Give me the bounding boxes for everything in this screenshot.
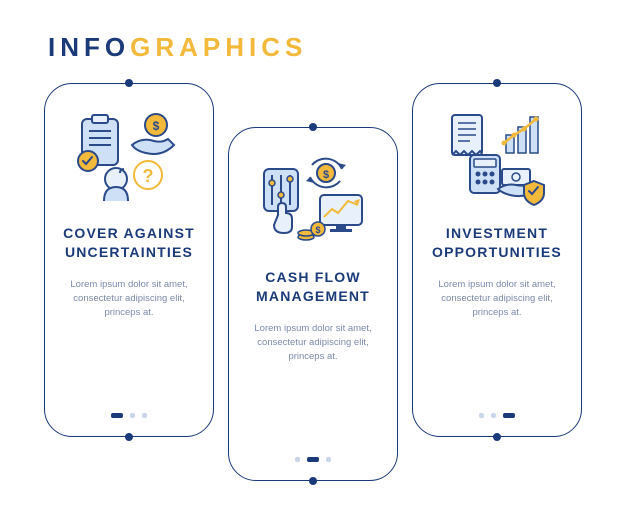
dot xyxy=(503,413,515,418)
card-title: CASH FLOW MANAGEMENT xyxy=(243,268,383,306)
header: INFOGRAPHICS xyxy=(0,0,626,63)
page-title: INFOGRAPHICS xyxy=(48,32,626,63)
svg-text:?: ? xyxy=(143,166,154,186)
card-title: COVER AGAINST UNCERTAINTIES xyxy=(59,224,199,262)
dot xyxy=(479,413,484,418)
svg-text:$: $ xyxy=(323,169,329,181)
card-uncertainties: $ ? COVER AGAINST UNCERTAINTIES Lorem ip… xyxy=(44,83,214,437)
card-title: INVESTMENT OPPORTUNITIES xyxy=(427,224,567,262)
svg-text:$: $ xyxy=(315,225,320,235)
title-word-2: GRAPHICS xyxy=(130,32,307,62)
card-investment: INVESTMENT OPPORTUNITIES Lorem ipsum dol… xyxy=(412,83,582,437)
dot xyxy=(307,457,319,462)
card-body: Lorem ipsum dolor sit amet, consectetur … xyxy=(59,278,199,413)
cashflow-icon: $ $ xyxy=(253,146,373,256)
card-cashflow: $ $ CASH FLOW MANAGEMENT Lorem ipsum dol… xyxy=(228,127,398,481)
pagination-dots xyxy=(295,457,331,462)
pagination-dots xyxy=(479,413,515,418)
dot xyxy=(130,413,135,418)
card-body: Lorem ipsum dolor sit amet, consectetur … xyxy=(243,322,383,457)
pagination-dots xyxy=(111,413,147,418)
title-word-1: INFO xyxy=(48,32,130,62)
investment-icon xyxy=(437,102,557,212)
svg-text:$: $ xyxy=(153,119,160,133)
dot xyxy=(295,457,300,462)
dot xyxy=(491,413,496,418)
cards-row: $ ? COVER AGAINST UNCERTAINTIES Lorem ip… xyxy=(0,63,626,481)
card-body: Lorem ipsum dolor sit amet, consectetur … xyxy=(427,278,567,413)
dot xyxy=(326,457,331,462)
uncertainties-icon: $ ? xyxy=(69,102,189,212)
dot xyxy=(142,413,147,418)
dot xyxy=(111,413,123,418)
